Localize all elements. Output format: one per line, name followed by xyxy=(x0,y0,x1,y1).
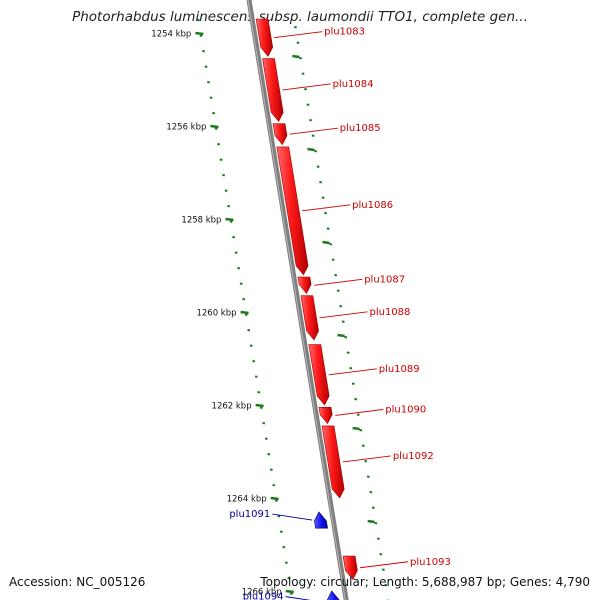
map-title: Photorhabdus luminescens subsp. laumondi… xyxy=(72,9,528,25)
kbp-tick-mark xyxy=(285,589,294,594)
kbp-tick-mark xyxy=(195,31,204,36)
tick-dots xyxy=(197,19,390,600)
kbp-tick-mark-right xyxy=(292,54,300,59)
gene-label-leader xyxy=(302,204,351,212)
gene-label-plu1083: plu1083 xyxy=(324,27,365,38)
gene-label-plu1090: plu1090 xyxy=(385,404,426,415)
kbp-tick-mark xyxy=(270,496,279,501)
gene-arrow-plu1093 xyxy=(342,555,358,580)
kbp-tick-label: 1264 kbp xyxy=(227,495,267,505)
kbp-tick-label: 1260 kbp xyxy=(196,309,236,319)
gene-label-plu1092: plu1092 xyxy=(393,451,434,462)
gene-label-leader xyxy=(272,513,313,521)
gene-label-leader xyxy=(319,311,368,319)
gene-label-leader xyxy=(274,31,323,39)
kbp-tick-label: 1254 kbp xyxy=(151,30,191,40)
kbp-ruler: 1254 kbp 1256 kbp 1258 kbp 1260 kbp 1262 kbp… xyxy=(151,30,375,598)
gene-label-leader xyxy=(335,409,384,416)
gene-arrow-plu1088 xyxy=(300,295,319,341)
backbone xyxy=(246,0,349,600)
gene-label-leader xyxy=(359,561,409,569)
gene-label-plu1094: plu1094 xyxy=(243,592,284,600)
gene-label-plu1086: plu1086 xyxy=(352,200,393,211)
gene-arrow-plu1090 xyxy=(318,406,333,425)
gene-arrow-plu1092 xyxy=(321,425,345,499)
kbp-tick-mark xyxy=(225,217,234,222)
gene-arrow-plu1089 xyxy=(308,344,330,406)
gene-label-plu1089: plu1089 xyxy=(379,364,420,375)
gene-arrow-plu1087 xyxy=(297,276,312,294)
kbp-tick-mark xyxy=(240,310,249,315)
gene-label-leader xyxy=(285,596,312,600)
gene-label-plu1084: plu1084 xyxy=(333,79,374,90)
gene-label-plu1093: plu1093 xyxy=(410,557,451,568)
genome-info-text: Topology: circular; Length: 5,688,987 bp… xyxy=(260,575,590,589)
gene-label-plu1085: plu1085 xyxy=(340,123,381,134)
kbp-tick-mark-right xyxy=(337,333,345,338)
gene-labels: plu1083 plu1084 plu1085 plu1086 plu1087 plu10… xyxy=(229,27,451,600)
gene-arrow-plu1086 xyxy=(276,146,309,276)
gene-label-leader xyxy=(289,127,338,135)
gene-label-leader xyxy=(282,83,331,91)
gene-arrow-plu1083 xyxy=(255,18,274,57)
gene-label-leader xyxy=(314,278,363,286)
kbp-tick-mark-right xyxy=(367,519,375,524)
gene-label-plu1091: plu1091 xyxy=(229,509,270,520)
accession-text: Accession: NC_005126 xyxy=(9,575,146,589)
gene-arrow-plu1091 xyxy=(314,511,328,529)
gene-arrow-plu1094 xyxy=(326,590,340,600)
gene-label-plu1088: plu1088 xyxy=(369,307,410,318)
gene-label-plu1087: plu1087 xyxy=(364,274,405,285)
kbp-tick-mark-right xyxy=(352,426,360,431)
kbp-tick-label: 1258 kbp xyxy=(181,216,221,226)
kbp-tick-mark-right xyxy=(307,147,315,152)
backbone-line xyxy=(246,0,349,600)
kbp-tick-mark-right xyxy=(322,240,330,245)
kbp-tick-mark xyxy=(210,124,219,129)
kbp-tick-label: 1256 kbp xyxy=(166,123,206,133)
gene-label-leader xyxy=(342,455,391,463)
kbp-tick-label: 1262 kbp xyxy=(212,402,252,412)
gene-arrow-plu1085 xyxy=(272,123,288,146)
backbone-highlight xyxy=(247,0,346,600)
gene-arrow-plu1084 xyxy=(262,58,284,122)
kbp-tick-mark xyxy=(255,403,264,408)
gene-label-leader xyxy=(328,368,377,376)
gene-features xyxy=(255,18,358,600)
kbp-tick-label: 1266 kbp xyxy=(242,588,282,598)
